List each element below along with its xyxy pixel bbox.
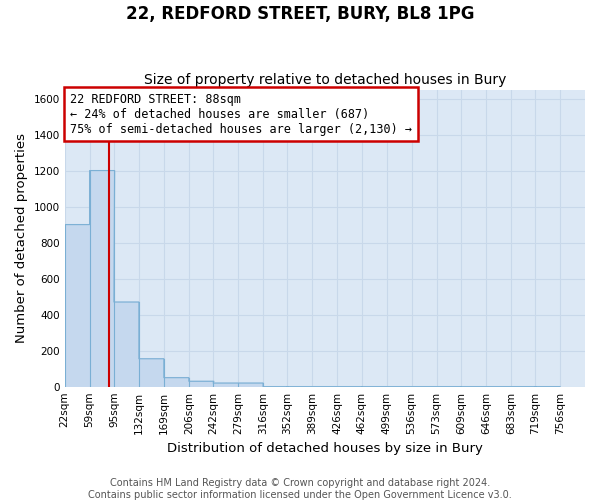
Y-axis label: Number of detached properties: Number of detached properties [15,133,28,343]
Text: 22, REDFORD STREET, BURY, BL8 1PG: 22, REDFORD STREET, BURY, BL8 1PG [126,5,474,23]
X-axis label: Distribution of detached houses by size in Bury: Distribution of detached houses by size … [167,442,483,455]
Text: 22 REDFORD STREET: 88sqm
← 24% of detached houses are smaller (687)
75% of semi-: 22 REDFORD STREET: 88sqm ← 24% of detach… [70,92,412,136]
Title: Size of property relative to detached houses in Bury: Size of property relative to detached ho… [143,73,506,87]
Text: Contains HM Land Registry data © Crown copyright and database right 2024.
Contai: Contains HM Land Registry data © Crown c… [88,478,512,500]
Polygon shape [65,170,560,386]
